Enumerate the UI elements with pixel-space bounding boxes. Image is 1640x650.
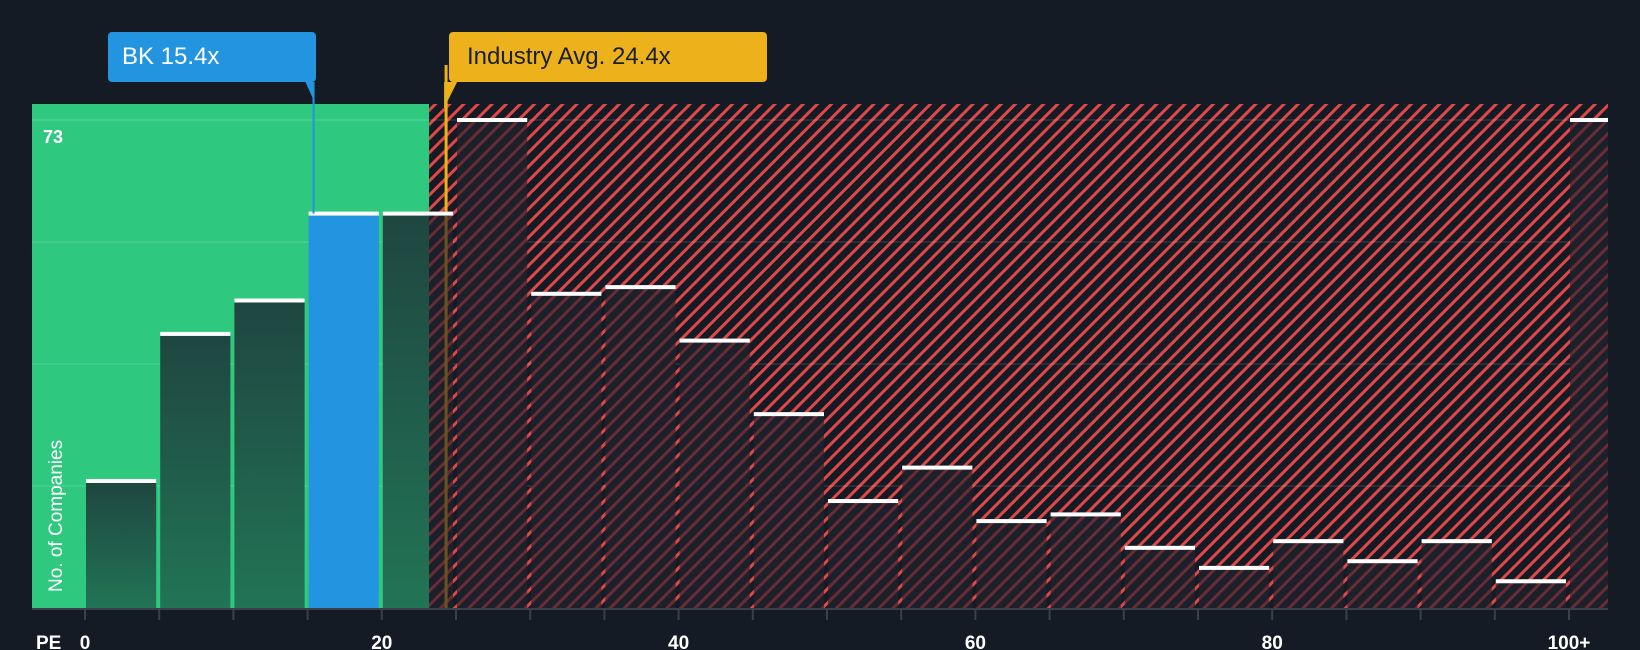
bar-cap (308, 211, 379, 216)
bar (1421, 539, 1492, 608)
bar (1273, 539, 1344, 608)
x-tick-label: 20 (371, 633, 392, 650)
bar (1495, 579, 1566, 608)
x-axis-title: PE (36, 633, 61, 650)
x-axis: 0 20 40 60 80 100+ (32, 608, 1608, 650)
x-tick-label: 80 (1262, 633, 1283, 650)
bar-cap (1273, 539, 1344, 544)
bar (1124, 545, 1195, 608)
bar (1199, 565, 1270, 608)
bar-cap (976, 519, 1047, 524)
x-tick-label: 60 (965, 633, 986, 650)
bar (679, 338, 750, 608)
x-tick-label: 40 (668, 633, 689, 650)
bar-cap (1199, 565, 1270, 570)
bar-cap (531, 291, 602, 296)
company-callout-pointer (305, 82, 314, 100)
bar (308, 211, 379, 608)
bar-cap (234, 298, 305, 303)
bar-cap (86, 478, 157, 483)
bar-cap (902, 465, 973, 470)
x-tick-label: 0 (80, 633, 91, 650)
bar (382, 211, 453, 608)
industry-callout-pointer (444, 82, 458, 108)
bar-cap (1124, 545, 1195, 550)
y-max-label: 73 (43, 127, 63, 147)
y-axis-title: No. of Companies (46, 440, 67, 592)
callout-industry-label: Industry Avg. 24.4x (467, 43, 671, 70)
callout-company-label: BK 15.4x (122, 43, 220, 70)
callout-industry: Industry Avg. 24.4x (449, 32, 767, 82)
bar (86, 478, 157, 608)
bar-cap (1050, 512, 1121, 517)
value-markers (305, 65, 458, 608)
bar-cap (1347, 559, 1418, 564)
bar-cap (828, 499, 899, 504)
bar-cap (679, 338, 750, 343)
bar (234, 298, 305, 608)
bar (1570, 118, 1608, 608)
bar-cap (753, 412, 824, 417)
x-tick-label: 100+ (1548, 633, 1591, 650)
bar-cap (605, 285, 676, 290)
bar-cap (457, 118, 528, 122)
bar (160, 331, 231, 608)
bar (531, 291, 602, 608)
callout-company: BK 15.4x (108, 32, 316, 82)
bar-cap (1495, 579, 1566, 584)
bar (605, 285, 676, 608)
bar-cap (382, 211, 453, 216)
bar-cap (1421, 539, 1492, 544)
bar (457, 118, 528, 608)
bar (828, 499, 899, 608)
bars (86, 118, 1608, 608)
bar (976, 519, 1047, 608)
bar (753, 412, 824, 608)
bar (902, 465, 973, 608)
bar (1347, 559, 1418, 608)
bar-cap (1570, 118, 1608, 122)
bar (1050, 512, 1121, 608)
bar-cap (160, 331, 231, 336)
